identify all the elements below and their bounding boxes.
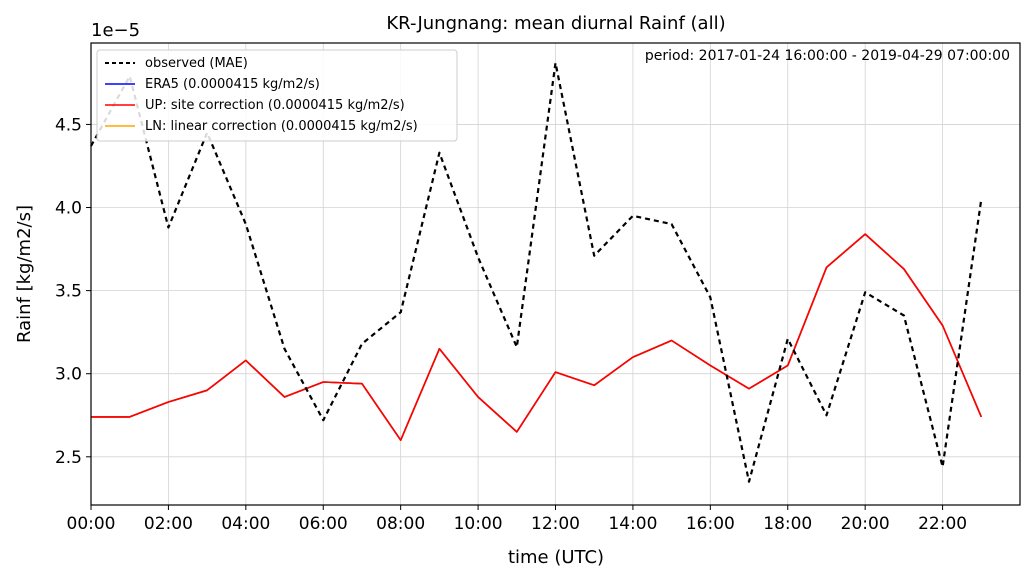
series-line-0 (90, 61, 983, 483)
tick-layer: 00:00 02:00 04:00 06:00 08:00 10:00 12:00 14:00… (55, 115, 967, 534)
x-tick-label: 14:00 (608, 514, 657, 534)
x-tick-label: 04:00 (221, 514, 270, 534)
chart-title: KR-Jungnang: mean diurnal Rainf (all) (386, 13, 725, 34)
legend: observed (MAE) ERA5 (0.0000415 kg/m2/s) … (96, 49, 458, 142)
y-tick-label: 4.0 (55, 199, 82, 219)
y-offset-label: 1e−5 (91, 20, 140, 41)
x-tick-label: 16:00 (686, 514, 735, 534)
x-tick-label: 00:00 (67, 514, 116, 534)
legend-label-up: UP: site correction (0.0000415 kg/m2/s) (145, 98, 405, 113)
legend-label-era5: ERA5 (0.0000415 kg/m2/s) (145, 77, 320, 92)
x-tick-label: 22:00 (918, 514, 967, 534)
series-layer (90, 61, 983, 483)
x-axis-label: time (UTC) (508, 547, 604, 568)
x-tick-label: 20:00 (841, 514, 890, 534)
legend-label-observed: observed (MAE) (145, 56, 248, 71)
series-line-2 (91, 233, 983, 442)
period-annotation: period: 2017-01-24 16:00:00 - 2019-04-29… (645, 48, 1010, 64)
legend-label-ln: LN: linear correction (0.0000415 kg/m2/s… (145, 119, 418, 134)
y-tick-label: 4.5 (55, 115, 82, 135)
x-tick-label: 18:00 (763, 514, 812, 534)
x-tick-label: 10:00 (454, 514, 503, 534)
x-tick-label: 02:00 (144, 514, 193, 534)
legend-box (96, 49, 458, 142)
x-tick-label: 12:00 (531, 514, 580, 534)
x-tick-label: 06:00 (299, 514, 348, 534)
x-tick-label: 08:00 (376, 514, 425, 534)
y-tick-label: 2.5 (55, 448, 82, 468)
y-axis-label: Rainf [kg/m2/s] (14, 205, 35, 343)
y-tick-label: 3.0 (55, 365, 82, 385)
y-tick-label: 3.5 (55, 282, 82, 302)
